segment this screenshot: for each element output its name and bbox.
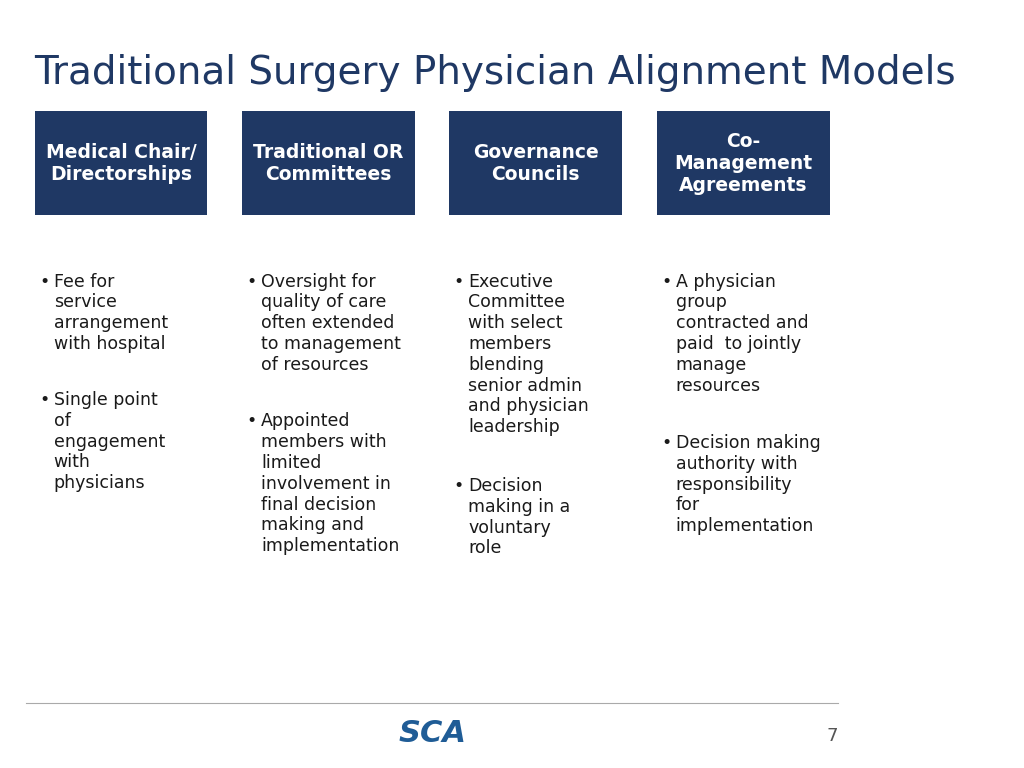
- Text: •: •: [454, 273, 464, 290]
- Text: •: •: [454, 477, 464, 495]
- Text: Governance
Councils: Governance Councils: [473, 143, 599, 184]
- FancyBboxPatch shape: [656, 111, 829, 215]
- Text: •: •: [247, 412, 257, 430]
- Text: Fee for
service
arrangement
with hospital: Fee for service arrangement with hospita…: [53, 273, 168, 353]
- Text: •: •: [39, 273, 49, 290]
- FancyBboxPatch shape: [242, 111, 415, 215]
- Text: A physician
group
contracted and
paid  to jointly
manage
resources: A physician group contracted and paid to…: [676, 273, 809, 395]
- Text: •: •: [247, 273, 257, 290]
- Text: Decision making
authority with
responsibility
for
implementation: Decision making authority with responsib…: [676, 434, 820, 535]
- FancyBboxPatch shape: [35, 111, 208, 215]
- Text: Co-
Management
Agreements: Co- Management Agreements: [674, 131, 812, 195]
- Text: Oversight for
quality of care
often extended
to management
of resources: Oversight for quality of care often exte…: [261, 273, 400, 374]
- Text: Single point
of
engagement
with
physicians: Single point of engagement with physicia…: [53, 391, 165, 492]
- Text: •: •: [662, 434, 672, 452]
- FancyBboxPatch shape: [450, 111, 623, 215]
- Text: Traditional Surgery Physician Alignment Models: Traditional Surgery Physician Alignment …: [35, 54, 956, 91]
- Text: Traditional OR
Committees: Traditional OR Committees: [253, 143, 403, 184]
- Text: •: •: [39, 391, 49, 409]
- Text: SCA: SCA: [398, 719, 466, 748]
- Text: Executive
Committee
with select
members
blending
senior admin
and physician
lead: Executive Committee with select members …: [468, 273, 589, 436]
- Text: 7: 7: [826, 727, 839, 745]
- Text: Decision
making in a
voluntary
role: Decision making in a voluntary role: [468, 477, 570, 558]
- Text: Medical Chair/
Directorships: Medical Chair/ Directorships: [46, 143, 197, 184]
- Text: •: •: [662, 273, 672, 290]
- Text: Appointed
members with
limited
involvement in
final decision
making and
implemen: Appointed members with limited involveme…: [261, 412, 399, 555]
